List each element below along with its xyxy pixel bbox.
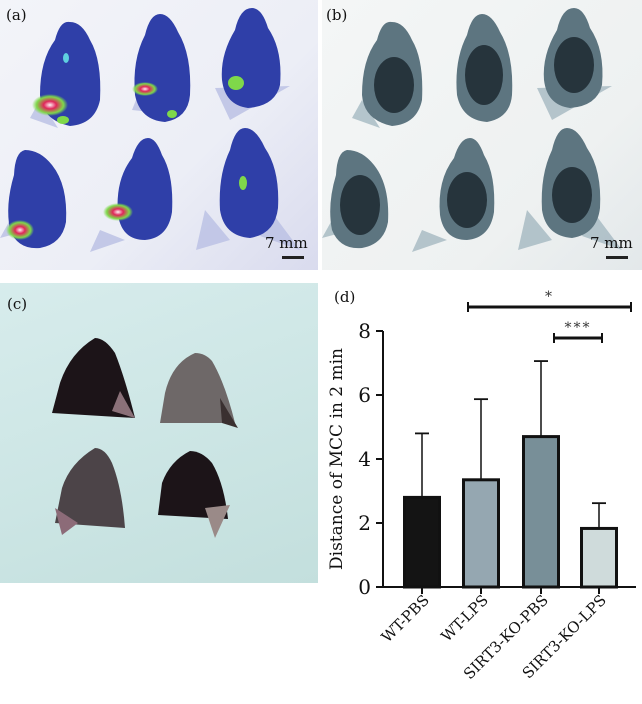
panel-c-photograph: (c) (0, 283, 318, 583)
y-tick-label: 4 (358, 447, 371, 471)
panel-label-a: (a) (6, 6, 27, 24)
significance-label: *** (565, 320, 592, 336)
panel-a-fluorescence-image: (a) 7 mm (0, 0, 318, 270)
x-tick-label: WT-LPS (437, 591, 491, 645)
y-tick-label: 8 (358, 319, 371, 343)
y-tick-label: 6 (358, 383, 371, 407)
significance-label: * (545, 289, 554, 305)
y-tick-label: 2 (358, 511, 371, 535)
scale-label-a: 7 mm (265, 234, 308, 252)
panel-d-bar-chart: (d) 0 2 4 6 8 WT-PBS WT-LPS SIRT3-KO-PBS SIRT3-K… (320, 280, 642, 700)
scale-label-b: 7 mm (590, 234, 633, 252)
scale-bar-b (606, 256, 628, 259)
bar-wt-lps (462, 478, 500, 589)
y-tick-label: 0 (358, 575, 371, 599)
panel-label-d: (d) (334, 288, 356, 306)
excised-heads-photo (52, 338, 238, 538)
panel-label-b: (b) (326, 6, 348, 24)
fluorescence-mice-image (0, 8, 300, 252)
bar-wt-pbs (403, 495, 441, 589)
scale-bar-a (282, 256, 304, 259)
bar-sirt3-ko-lps (580, 526, 618, 589)
panel-label-c: (c) (7, 295, 28, 313)
xray-mice-image (322, 8, 622, 252)
bar-sirt3-ko-pbs (522, 435, 560, 589)
x-tick-label: WT-PBS (378, 591, 433, 646)
y-axis-label: Distance of MCC in 2 min (327, 348, 347, 570)
panel-b-xray-image: (b) 7 mm (322, 0, 642, 270)
